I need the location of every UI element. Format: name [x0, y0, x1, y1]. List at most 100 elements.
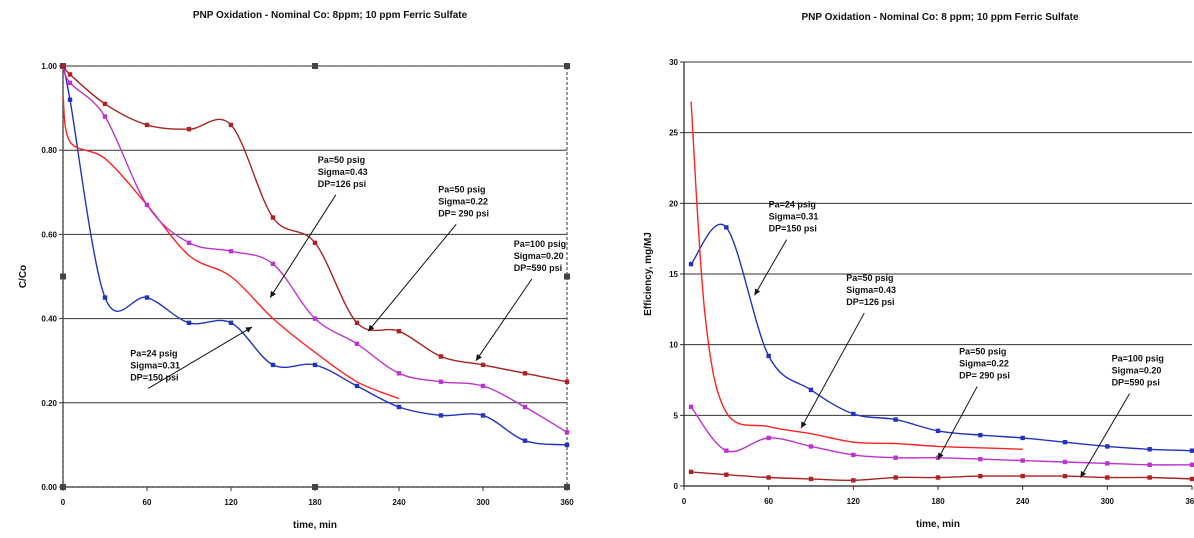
annotation-text: Pa=50 psig — [438, 184, 485, 194]
annotation-text: DP=150 psi — [130, 372, 178, 382]
y-tick-label: 0.80 — [41, 146, 57, 155]
y-tick-label: 0.60 — [41, 230, 57, 239]
x-tick-label: 300 — [1101, 497, 1115, 506]
data-point — [808, 387, 814, 393]
data-point — [186, 126, 192, 132]
data-point — [1105, 444, 1110, 449]
x-tick-label: 120 — [224, 498, 238, 507]
y-tick-label: 30 — [669, 58, 678, 67]
arrow-head — [1080, 470, 1087, 478]
annotation-text: Sigma=0.22 — [959, 359, 1009, 369]
x-tick-label: 60 — [764, 497, 773, 506]
data-point — [228, 122, 234, 128]
y-tick-label: 15 — [669, 270, 678, 279]
data-point — [851, 452, 856, 458]
y-tick-label: 5 — [674, 411, 679, 420]
y-axis-label: C/Co — [18, 265, 29, 288]
frame-handle — [312, 63, 318, 69]
x-tick-label: 180 — [931, 497, 945, 506]
annotation-text: DP=150 psi — [769, 224, 817, 234]
data-point — [186, 240, 192, 246]
series-line — [62, 65, 568, 446]
data-point — [354, 383, 360, 389]
arrow-head — [938, 452, 944, 460]
data-point — [522, 438, 528, 443]
x-tick-label: 240 — [1016, 497, 1030, 506]
chart-frame — [62, 65, 568, 488]
data-point — [144, 295, 150, 300]
x-tick-label: 240 — [392, 498, 406, 507]
arrow-head — [476, 354, 482, 361]
annotation-3: Pa=50 psig Sigma=0.22 DP= 290 psi — [937, 347, 1010, 460]
data-point — [978, 473, 983, 479]
data-point — [312, 316, 318, 321]
data-point — [935, 455, 941, 460]
data-point — [1147, 447, 1152, 452]
data-point — [564, 379, 570, 384]
y-tick-label: 0 — [674, 482, 679, 491]
annotation-2: Pa=50 psig Sigma=0.22 DP= 290 psi — [367, 184, 489, 332]
data-point — [893, 455, 898, 460]
data-point — [102, 295, 108, 300]
y-tick-label: 20 — [669, 199, 678, 208]
data-point — [688, 261, 694, 267]
annotation-text: Pa=50 psig — [318, 155, 365, 165]
arrow-head — [368, 324, 375, 332]
annotation-text: Sigma=0.43 — [318, 167, 368, 177]
data-point — [808, 444, 814, 449]
chart-title: PNP Oxidation - Nominal Co: 8 ppm; 10 pp… — [801, 12, 1079, 23]
annotation-text: Sigma=0.43 — [846, 285, 896, 295]
data-point — [270, 261, 276, 267]
annotation-text: DP=126 psi — [846, 297, 894, 307]
annotation-text: Pa=24 psig — [130, 348, 177, 358]
x-tick-label: 180 — [308, 498, 322, 507]
series-2 — [690, 101, 1023, 450]
annotation-1: Pa=24 psig Sigma=0.31 DP=150 psi — [754, 200, 819, 296]
frame-handle — [564, 273, 570, 280]
data-point — [808, 476, 814, 482]
arrow-head — [245, 327, 252, 333]
annotation-text: Pa=50 psig — [846, 273, 893, 283]
data-point — [480, 383, 486, 389]
y-tick-label: 1.00 — [41, 62, 57, 71]
data-point — [67, 80, 73, 86]
data-point — [1062, 439, 1068, 445]
x-tick-label: 0 — [61, 498, 66, 507]
data-point — [438, 413, 444, 418]
series-line — [690, 223, 1193, 452]
frame-handle — [60, 273, 66, 280]
data-point — [766, 475, 771, 480]
data-point — [102, 114, 108, 119]
data-point — [312, 240, 318, 246]
annotation-arrow — [367, 223, 457, 332]
annotation-text: Pa=100 psig — [1112, 354, 1164, 364]
data-point — [893, 475, 898, 480]
data-point — [67, 97, 73, 102]
series-1 — [688, 223, 1194, 453]
data-point — [312, 362, 318, 368]
arrow-head — [270, 290, 276, 298]
annotation-4: Pa=24 psig Sigma=0.31 DP=150 psi — [130, 326, 253, 389]
data-point — [978, 456, 983, 462]
data-point — [1189, 476, 1194, 482]
data-point — [1062, 473, 1068, 479]
data-point — [354, 320, 360, 326]
series-line — [62, 65, 568, 433]
data-point — [270, 362, 276, 368]
data-point — [935, 428, 941, 434]
annotation-text: Sigma=0.31 — [769, 212, 819, 222]
chart-2: PNP Oxidation - Nominal Co: 8 ppm; 10 pp… — [643, 12, 1194, 530]
annotation-text: Sigma=0.31 — [130, 360, 180, 370]
data-point — [893, 417, 898, 422]
annotation-arrow — [475, 278, 533, 361]
x-tick-label: 120 — [847, 497, 861, 506]
data-point — [766, 353, 771, 359]
series-2 — [62, 95, 400, 400]
data-point — [1020, 458, 1025, 463]
y-tick-label: 25 — [669, 129, 678, 138]
data-point — [228, 249, 234, 254]
series-line — [62, 95, 400, 400]
data-point — [438, 354, 444, 359]
y-tick-label: 0.20 — [41, 399, 57, 408]
